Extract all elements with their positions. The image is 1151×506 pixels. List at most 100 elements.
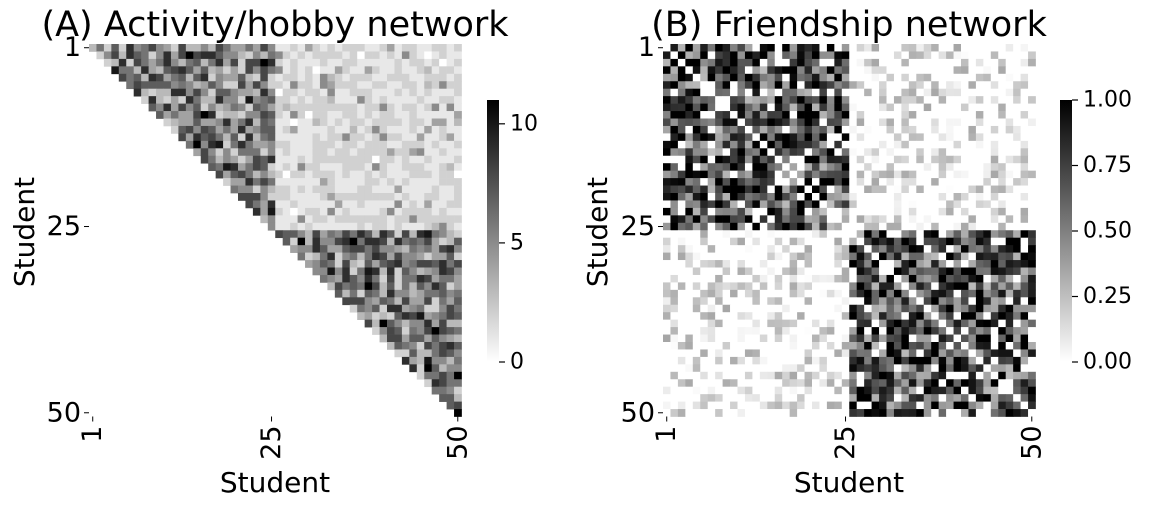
heatmap-cell [193, 88, 202, 97]
heatmap-cell [871, 118, 880, 127]
heatmap-cell [416, 334, 425, 343]
heatmap-cell [707, 274, 716, 283]
heatmap-cell [685, 51, 694, 60]
heatmap-cell [1013, 356, 1021, 365]
heatmap-cell [1013, 252, 1021, 261]
heatmap-cell [364, 267, 373, 276]
heatmap-cell [230, 163, 239, 171]
heatmap-cell [797, 245, 805, 253]
heatmap-cell [663, 409, 671, 417]
heatmap-cell [707, 88, 716, 97]
heatmap-cell [141, 73, 149, 82]
heatmap-cell [737, 356, 746, 365]
heatmap-cell [454, 200, 462, 209]
heatmap-cell [1028, 222, 1036, 231]
heatmap-cell [334, 245, 343, 253]
heatmap-cell [670, 282, 679, 291]
heatmap-cell [819, 66, 828, 75]
heatmap-cell [416, 185, 425, 194]
heatmap-cell [297, 58, 306, 67]
heatmap-cell [946, 73, 954, 82]
heatmap-cell [849, 334, 858, 343]
heatmap-cell [826, 58, 835, 67]
heatmap-cell [938, 155, 947, 164]
heatmap-cell [938, 125, 947, 134]
heatmap-cell [663, 282, 671, 291]
heatmap-cell [267, 178, 276, 186]
heatmap-cell [923, 133, 932, 142]
heatmap-cell [215, 66, 224, 75]
heatmap-cell [260, 81, 269, 90]
heatmap-cell [133, 66, 142, 75]
heatmap-cell [834, 252, 843, 261]
heatmap-cell [931, 81, 939, 90]
heatmap-cell [864, 215, 872, 224]
heatmap-cell [446, 342, 455, 350]
heatmap-cell [774, 319, 783, 328]
heatmap-cell [893, 73, 902, 82]
x-tick-label: 25 [256, 426, 287, 460]
heatmap-cell [864, 260, 872, 268]
heatmap-cell [834, 103, 843, 112]
heatmap-cell [812, 200, 820, 209]
heatmap-cell [789, 297, 798, 306]
heatmap-cell [148, 58, 157, 67]
heatmap-cell [856, 237, 865, 246]
heatmap-cell [394, 274, 403, 283]
heatmap-cell [767, 44, 776, 52]
heatmap-cell [953, 274, 962, 283]
heatmap-cell [841, 118, 850, 127]
heatmap-cell [983, 44, 992, 52]
heatmap-cell [715, 140, 723, 149]
heatmap-cell [1013, 386, 1021, 395]
heatmap-cell [424, 379, 433, 388]
heatmap-cell [774, 371, 783, 380]
heatmap-cell [230, 88, 239, 97]
heatmap-cell [245, 133, 254, 142]
heatmap-cell [692, 386, 701, 395]
heatmap-cell [215, 81, 224, 90]
heatmap-cell [677, 394, 686, 402]
heatmap-cell [446, 312, 455, 320]
heatmap-cell [893, 207, 902, 216]
heatmap-cell [700, 282, 709, 291]
heatmap-cell [401, 178, 410, 186]
heatmap-cell [722, 111, 731, 119]
heatmap-cell [916, 342, 925, 350]
heatmap-cell [797, 148, 805, 157]
heatmap-cell [744, 44, 753, 52]
heatmap-cell [901, 364, 910, 373]
heatmap-cell [185, 140, 194, 149]
heatmap-cell [752, 386, 761, 395]
heatmap-cell [424, 245, 433, 253]
heatmap-cell [901, 222, 910, 231]
heatmap-cell [185, 96, 194, 104]
heatmap-cell [670, 379, 679, 388]
heatmap-cell [446, 103, 455, 112]
heatmap-cell [931, 237, 939, 246]
heatmap-cell [886, 178, 895, 186]
heatmap-cell [879, 155, 887, 164]
heatmap-cell [864, 230, 872, 239]
heatmap-cell [685, 379, 694, 388]
heatmap-cell [812, 215, 820, 224]
heatmap-cell [409, 282, 418, 291]
heatmap-cell [871, 394, 880, 402]
heatmap-cell [864, 155, 872, 164]
heatmap-cell [998, 327, 1007, 335]
heatmap-cell [379, 230, 388, 239]
heatmap-cell [938, 66, 947, 75]
heatmap-cell [379, 58, 388, 67]
heatmap-cell [797, 297, 805, 306]
heatmap-cell [424, 252, 433, 261]
heatmap-cell [312, 215, 321, 224]
heatmap-cell [812, 237, 820, 246]
heatmap-cell [819, 58, 828, 67]
heatmap-cell [379, 155, 388, 164]
heatmap-cell [961, 386, 969, 395]
heatmap-cell [923, 379, 932, 388]
heatmap-cell [983, 260, 992, 268]
heatmap-cell [886, 237, 895, 246]
heatmap-cell [834, 230, 843, 239]
heatmap-cell [938, 140, 947, 149]
